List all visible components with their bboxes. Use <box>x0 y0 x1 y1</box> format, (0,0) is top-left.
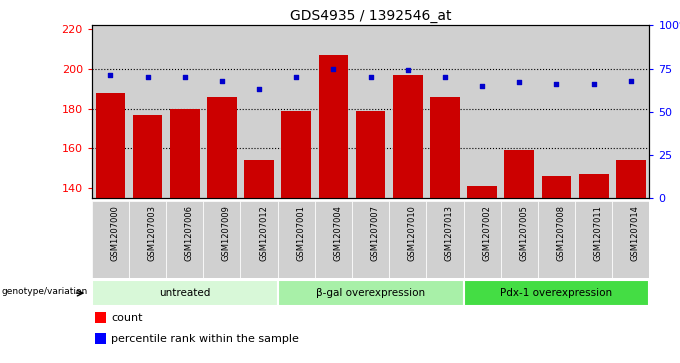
Text: GSM1207007: GSM1207007 <box>371 205 379 261</box>
Bar <box>318 55 348 198</box>
Bar <box>389 201 426 278</box>
Text: GSM1207013: GSM1207013 <box>445 205 454 261</box>
Bar <box>616 160 646 198</box>
Bar <box>579 174 609 198</box>
Bar <box>315 201 352 278</box>
Text: GSM1207006: GSM1207006 <box>185 205 194 261</box>
Bar <box>241 25 277 198</box>
Bar <box>426 25 464 198</box>
Bar <box>389 25 426 198</box>
Point <box>328 66 339 72</box>
Bar <box>352 201 389 278</box>
Text: GSM1207005: GSM1207005 <box>520 205 528 261</box>
Bar <box>612 25 649 198</box>
Bar <box>352 25 389 198</box>
Point <box>403 68 413 73</box>
Bar <box>393 75 423 198</box>
Point <box>105 73 116 78</box>
Point <box>626 78 636 83</box>
Bar <box>129 201 166 278</box>
Bar <box>207 97 237 198</box>
Text: GSM1207008: GSM1207008 <box>556 205 566 261</box>
Bar <box>203 25 241 198</box>
Point <box>254 86 265 92</box>
Bar <box>500 25 538 198</box>
Point <box>180 74 190 80</box>
Bar <box>464 280 649 306</box>
Bar <box>92 201 129 278</box>
Bar <box>277 201 315 278</box>
Point <box>291 74 302 80</box>
Point <box>142 74 153 80</box>
Bar <box>244 160 274 198</box>
Bar <box>166 201 203 278</box>
Text: β-gal overexpression: β-gal overexpression <box>316 288 425 298</box>
Text: GSM1207001: GSM1207001 <box>296 205 305 261</box>
Bar <box>277 280 464 306</box>
Text: GSM1207003: GSM1207003 <box>148 205 156 261</box>
Bar <box>92 25 129 198</box>
Bar <box>315 25 352 198</box>
Text: GSM1207012: GSM1207012 <box>259 205 268 261</box>
Bar <box>505 150 534 198</box>
Bar <box>426 201 464 278</box>
Bar <box>464 25 500 198</box>
Bar <box>133 115 163 198</box>
Bar <box>575 201 612 278</box>
Text: GSM1207011: GSM1207011 <box>594 205 602 261</box>
Bar <box>129 25 166 198</box>
Point <box>551 81 562 87</box>
Bar <box>166 25 203 198</box>
Text: percentile rank within the sample: percentile rank within the sample <box>112 334 299 343</box>
Bar <box>95 333 106 344</box>
Title: GDS4935 / 1392546_at: GDS4935 / 1392546_at <box>290 9 452 23</box>
Text: GSM1207014: GSM1207014 <box>631 205 640 261</box>
Point <box>588 81 599 87</box>
Text: Pdx-1 overexpression: Pdx-1 overexpression <box>500 288 613 298</box>
Bar <box>541 176 571 198</box>
Text: GSM1207009: GSM1207009 <box>222 205 231 261</box>
Point <box>216 78 227 83</box>
Point <box>365 74 376 80</box>
Point <box>439 74 450 80</box>
Bar <box>575 25 612 198</box>
Text: GSM1207000: GSM1207000 <box>110 205 120 261</box>
Bar <box>500 201 538 278</box>
Bar <box>612 201 649 278</box>
Bar <box>356 111 386 198</box>
Text: count: count <box>112 313 143 323</box>
Bar <box>464 201 500 278</box>
Text: untreated: untreated <box>159 288 210 298</box>
Text: genotype/variation: genotype/variation <box>2 287 88 296</box>
Text: GSM1207010: GSM1207010 <box>408 205 417 261</box>
Bar <box>241 201 277 278</box>
Bar <box>92 280 277 306</box>
Bar <box>538 201 575 278</box>
Text: GSM1207002: GSM1207002 <box>482 205 491 261</box>
Bar <box>170 109 200 198</box>
Point <box>477 83 488 89</box>
Bar <box>282 111 311 198</box>
Text: GSM1207004: GSM1207004 <box>333 205 343 261</box>
Bar <box>538 25 575 198</box>
Bar <box>95 313 106 323</box>
Bar <box>203 201 241 278</box>
Bar <box>95 93 125 198</box>
Bar <box>467 186 497 198</box>
Bar <box>430 97 460 198</box>
Bar <box>277 25 315 198</box>
Point <box>514 79 525 85</box>
